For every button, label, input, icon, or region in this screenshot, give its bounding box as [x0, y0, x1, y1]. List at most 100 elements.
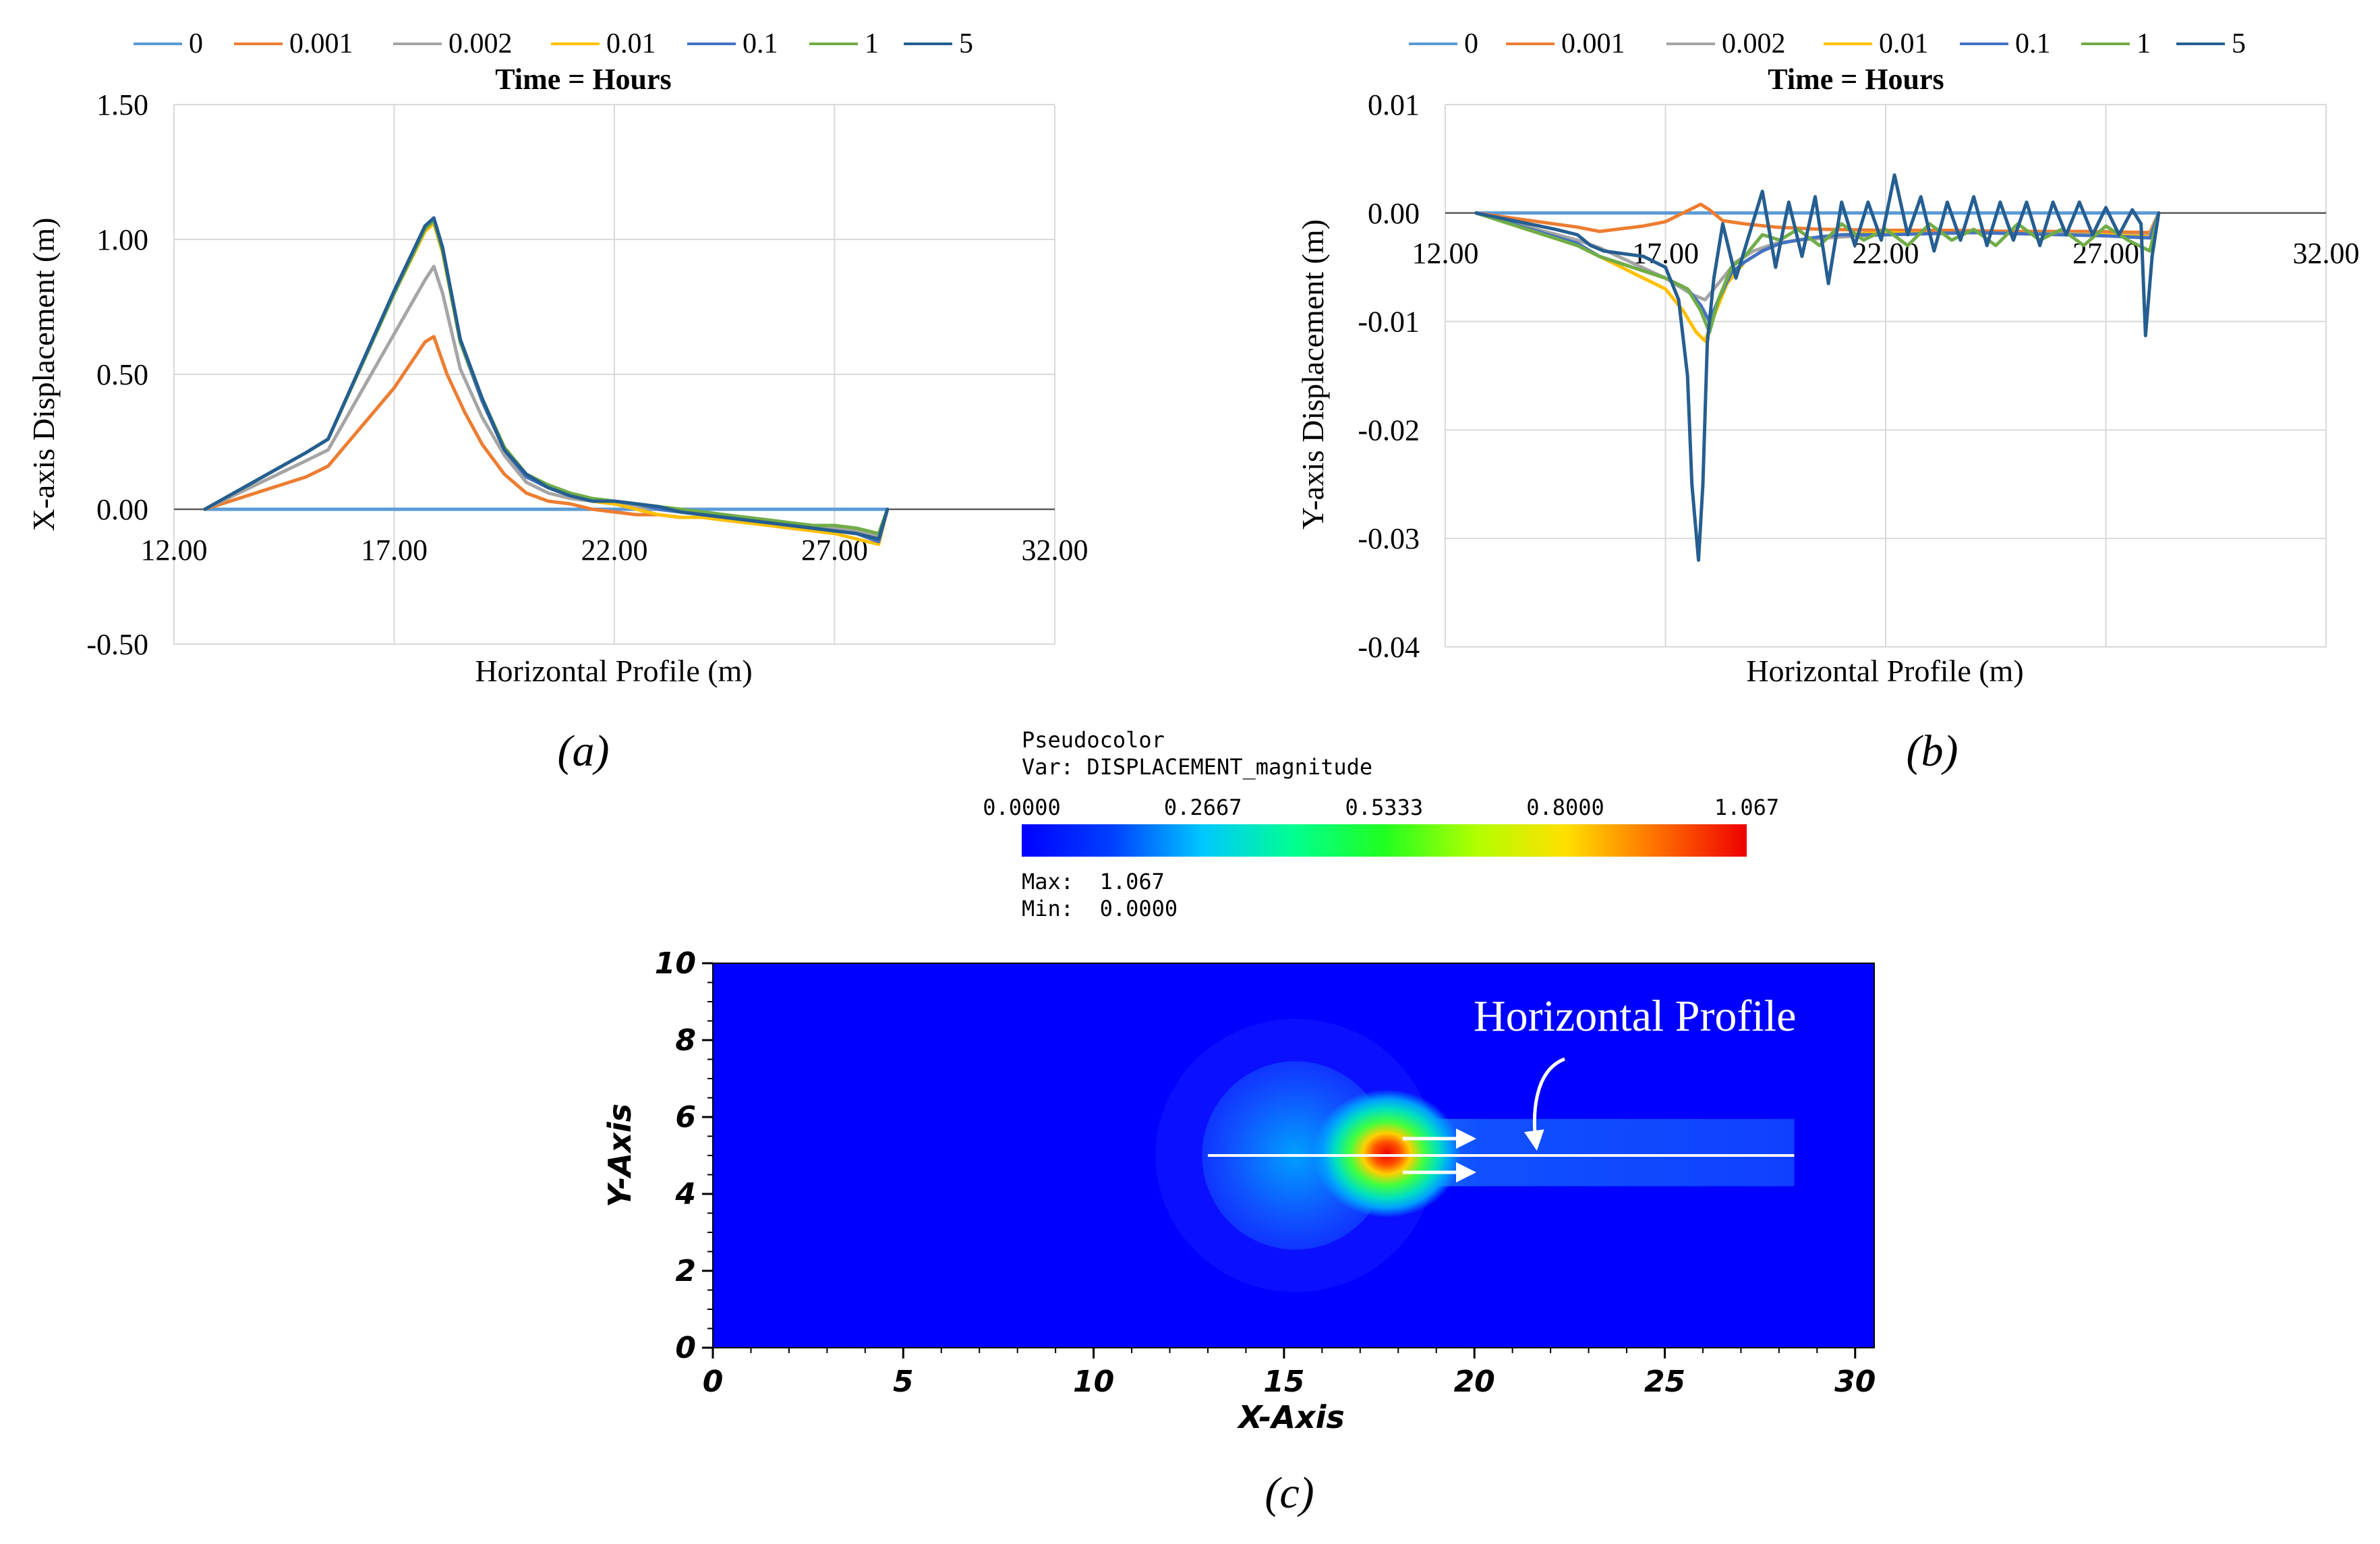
chart-b-xlabel: Horizontal Profile (m): [1746, 654, 2023, 688]
legend-label: 0.002: [1722, 28, 1786, 59]
legend-b-entry-3: 0.01: [1824, 28, 1929, 59]
colorbar-tick-label: 1.067: [1714, 795, 1779, 820]
chart-a-y-tick-label: 0.00: [96, 493, 148, 526]
colorbar: [1022, 824, 1747, 857]
chart-a-y-tick-label: -0.50: [86, 628, 148, 661]
chart-b-x-tick-label: 32.00: [2293, 237, 2360, 270]
legend-label: 0.1: [2015, 28, 2051, 59]
legend-label: 0.01: [606, 28, 656, 59]
colorbar-tick-label: 0.5333: [1345, 795, 1424, 820]
colorbar-tick-label: 0.8000: [1526, 795, 1604, 820]
chart-b-series-5: [1474, 173, 2161, 562]
chart-b-y-tick-label: -0.03: [1358, 522, 1420, 555]
legend-label: 1: [865, 28, 879, 59]
legend-b-entry-6: 5: [2176, 28, 2246, 59]
legend-label: 0.01: [1879, 28, 1929, 59]
chart-a-legend: 0 0.001 0.002 0.01 0.1 1 5: [134, 28, 973, 59]
chart-b-series-1: [1474, 211, 2161, 335]
chart-c-x-tick-label: 20: [1454, 1365, 1495, 1399]
chart-b-y-tick-label: 0.00: [1368, 197, 1420, 230]
chart-c-axes: 0 5 10 15 20 25 30 0 2 4 6 8 10: [655, 946, 1876, 1399]
chart-b-y-tick-label: -0.01: [1358, 306, 1420, 339]
colorbar-variable: Var: DISPLACEMENT_magnitude: [1022, 754, 1372, 780]
colorbar-legend: Pseudocolor Var: DISPLACEMENT_magnitude …: [983, 727, 1779, 921]
chart-a-series-0p002: [203, 264, 890, 538]
profile-annotation: Horizontal Profile: [1474, 992, 1796, 1041]
legend-label: 0.1: [743, 28, 778, 59]
chart-b-x-tick-label: 12.00: [1412, 237, 1479, 270]
legend-b-entry-4: 0.1: [1960, 28, 2051, 59]
chart-c-x-tick-label: 5: [893, 1365, 914, 1399]
chart-b-y-tick-label: -0.02: [1358, 413, 1420, 447]
chart-b-axes: -0.04 -0.03 -0.02 -0.01 0.00 0.01 12.00 17.00 22…: [1358, 88, 2359, 664]
legend-a-entry-6: 5: [904, 28, 973, 59]
chart-a-series-0p01: [203, 221, 890, 546]
legend-a-entry-4: 0.1: [687, 28, 778, 59]
chart-a-ylabel: X-axis Displacement (m): [26, 218, 61, 532]
max-displacement-hotspot: [1312, 1089, 1461, 1218]
chart-c: Pseudocolor Var: DISPLACEMENT_magnitude …: [602, 727, 1876, 1518]
legend-b-entry-1: 0.001: [1506, 28, 1625, 59]
chart-c-y-tick-label: 8: [675, 1023, 696, 1058]
chart-a-y-tick-label: 1.50: [96, 88, 148, 121]
chart-c-y-tick-label: 6: [675, 1100, 696, 1135]
chart-a-x-tick-label: 17.00: [361, 534, 428, 567]
legend-b-entry-0: 0: [1409, 28, 1478, 59]
heatmap: Horizontal Profile: [712, 963, 1875, 1348]
chart-a-x-tick-label: 12.00: [141, 534, 208, 567]
chart-c-x-tick-label: 25: [1644, 1365, 1685, 1399]
chart-c-x-tick-label: 30: [1834, 1365, 1876, 1399]
colorbar-tick-label: 0.0000: [983, 795, 1061, 820]
chart-b-y-tick-label: 0.01: [1368, 88, 1420, 121]
colorbar-ticks: 0.0000 0.2667 0.5333 0.8000 1.067: [983, 795, 1779, 820]
chart-a-x-tick-label: 32.00: [1022, 534, 1089, 567]
chart-b-legend: 0 0.001 0.002 0.01 0.1 1 5: [1409, 28, 2246, 59]
chart-c-y-tick-label: 2: [675, 1254, 696, 1288]
caption-a: (a): [558, 726, 610, 776]
colorbar-tick-label: 0.2667: [1164, 795, 1242, 820]
chart-b: 0 0.001 0.002 0.01 0.1 1 5 Time = Hours …: [1296, 28, 2360, 776]
legend-label: 0: [189, 28, 203, 59]
legend-a-entry-3: 0.01: [551, 28, 656, 59]
chart-c-x-tick-label: 15: [1263, 1365, 1304, 1399]
legend-label: 0.002: [448, 28, 513, 59]
chart-c-y-tick-label: 10: [655, 946, 696, 981]
legend-label: 0: [1464, 28, 1478, 59]
legend-b-entry-2: 0.002: [1666, 28, 1786, 59]
chart-c-xlabel: X-Axis: [1236, 1399, 1345, 1435]
legend-a-entry-0: 0: [134, 28, 203, 59]
colorbar-min: Min: 0.0000: [1022, 896, 1178, 921]
chart-c-y-tick-label: 4: [674, 1177, 696, 1211]
colorbar-title: Pseudocolor: [1022, 727, 1165, 753]
legend-a-entry-1: 0.001: [234, 28, 353, 59]
legend-a-entry-5: 1: [809, 28, 879, 59]
chart-a: 0 0.001 0.002 0.01 0.1 1 5 Time = Hours …: [26, 28, 1089, 776]
chart-b-ylabel: Y-axis Displacement (m): [1296, 219, 1330, 530]
caption-c: (c): [1265, 1468, 1314, 1518]
caption-b: (b): [1907, 726, 1958, 776]
chart-b-x-tick-label: 27.00: [2072, 237, 2139, 270]
legend-label: 5: [2232, 28, 2246, 59]
chart-a-title: Time = Hours: [495, 63, 671, 96]
annotation-arrow: [1523, 1057, 1565, 1151]
chart-c-x-tick-label: 0: [703, 1365, 724, 1399]
colorbar-max: Max: 1.067: [1022, 869, 1165, 894]
chart-a-series: [203, 216, 890, 546]
legend-label: 0.001: [1561, 28, 1625, 59]
legend-label: 0.001: [289, 28, 353, 59]
legend-b-entry-5: 1: [2081, 28, 2151, 59]
chart-a-xlabel: Horizontal Profile (m): [475, 654, 752, 688]
chart-b-series: [1474, 173, 2161, 562]
legend-a-entry-2: 0.002: [393, 28, 513, 59]
chart-b-x-tick-label: 17.00: [1632, 237, 1699, 270]
legend-label: 1: [2137, 28, 2151, 59]
chart-b-y-tick-label: -0.04: [1358, 631, 1420, 664]
chart-c-y-tick-label: 0: [675, 1331, 696, 1365]
chart-b-x-tick-label: 22.00: [1853, 237, 1919, 270]
chart-c-ylabel: Y-Axis: [602, 1104, 638, 1207]
heatmap-field: [1155, 1019, 1795, 1292]
legend-label: 5: [959, 28, 973, 59]
chart-a-y-tick-label: 1.00: [96, 223, 148, 256]
